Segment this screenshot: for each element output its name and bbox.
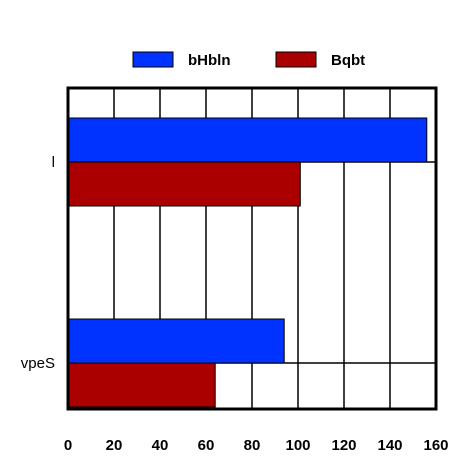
category-label-1: vpeS <box>21 355 55 372</box>
x-tick-label-8: 160 <box>423 437 448 454</box>
x-tick-label-3: 60 <box>198 437 215 454</box>
legend-swatch-0 <box>132 51 174 68</box>
legend-label-0: bHbln <box>188 52 231 69</box>
plot-frame <box>66 86 438 411</box>
legend: bHbln Bqbt <box>132 51 365 69</box>
bar-0-0 <box>67 117 428 163</box>
x-tick-label-0: 0 <box>64 437 72 454</box>
x-tick-label-2: 40 <box>152 437 169 454</box>
x-tick-label-6: 120 <box>331 437 356 454</box>
x-tick-label-7: 140 <box>377 437 402 454</box>
x-tick-label-4: 80 <box>244 437 261 454</box>
x-axis-ticks: 0 20 40 60 80 100 120 140 160 <box>64 437 449 454</box>
legend-label-1: Bqbt <box>331 52 365 69</box>
bar-1-1 <box>67 362 216 408</box>
bar-1-0 <box>67 318 285 364</box>
x-tick-label-5: 100 <box>285 437 310 454</box>
x-tick-label-1: 20 <box>106 437 123 454</box>
legend-swatch-1 <box>275 51 317 68</box>
y-axis-categories: l vpeS <box>21 154 55 372</box>
category-label-0: l <box>52 154 55 171</box>
bar-0-1 <box>67 161 301 207</box>
